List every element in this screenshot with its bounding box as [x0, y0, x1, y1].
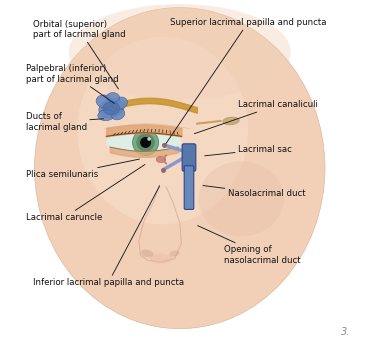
Text: Plica semilunaris: Plica semilunaris — [26, 159, 139, 179]
Text: Nasolacrimal duct: Nasolacrimal duct — [203, 186, 305, 198]
Ellipse shape — [107, 93, 120, 102]
Text: 3.: 3. — [341, 327, 351, 337]
Ellipse shape — [103, 102, 120, 115]
Text: Lacrimal caruncle: Lacrimal caruncle — [26, 165, 145, 222]
Ellipse shape — [156, 156, 166, 163]
Ellipse shape — [35, 8, 325, 329]
Text: Opening of
nasolacrimal duct: Opening of nasolacrimal duct — [198, 226, 301, 265]
Circle shape — [147, 137, 151, 141]
Ellipse shape — [169, 250, 180, 257]
Ellipse shape — [150, 253, 172, 264]
Text: Ducts of
lacrimal gland: Ducts of lacrimal gland — [26, 112, 103, 132]
Text: Lacrimal sac: Lacrimal sac — [205, 145, 292, 156]
Ellipse shape — [69, 4, 291, 100]
Ellipse shape — [223, 117, 239, 125]
Ellipse shape — [106, 127, 182, 158]
Ellipse shape — [96, 95, 113, 108]
Ellipse shape — [141, 249, 154, 258]
Ellipse shape — [99, 99, 124, 118]
Text: Palpebral (inferior)
part of lacrimal gland: Palpebral (inferior) part of lacrimal gl… — [26, 64, 119, 103]
Ellipse shape — [112, 97, 127, 109]
Text: Lacrimal canaliculi: Lacrimal canaliculi — [194, 100, 318, 134]
Text: Orbital (superior)
part of lacrimal gland: Orbital (superior) part of lacrimal glan… — [33, 20, 125, 89]
Ellipse shape — [198, 161, 284, 236]
Circle shape — [133, 129, 158, 155]
Ellipse shape — [112, 109, 125, 120]
Text: Inferior lacrimal papilla and puncta: Inferior lacrimal papilla and puncta — [33, 186, 184, 287]
Circle shape — [136, 133, 155, 152]
Circle shape — [140, 137, 151, 148]
FancyBboxPatch shape — [184, 166, 194, 210]
FancyBboxPatch shape — [182, 144, 196, 171]
Ellipse shape — [98, 110, 115, 121]
Text: Superior lacrimal papilla and puncta: Superior lacrimal papilla and puncta — [166, 19, 326, 144]
Ellipse shape — [77, 37, 248, 224]
